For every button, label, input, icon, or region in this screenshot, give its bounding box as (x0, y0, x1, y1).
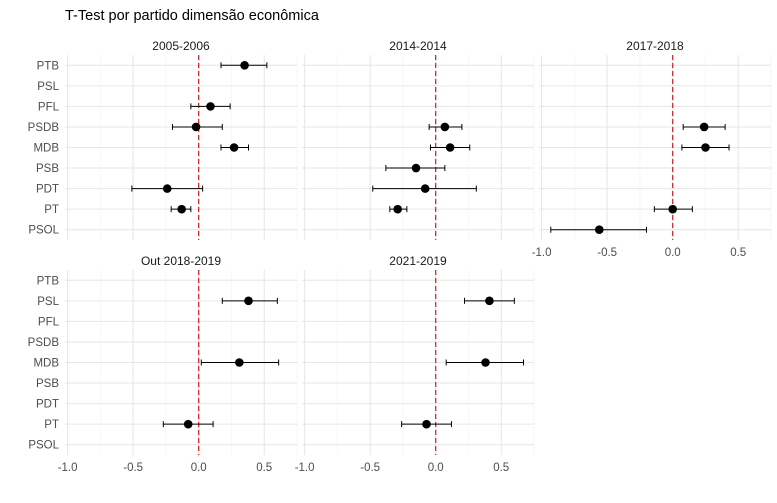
panel: 2017-2018 -1.0 -0.5 0.0 0.5 (532, 39, 772, 259)
y-tick-label: PTB (37, 60, 60, 72)
panel-title: 2014-2014 (389, 39, 447, 53)
x-tick-label: 0.5 (493, 462, 509, 474)
y-tick-label: PDT (36, 184, 59, 196)
panels-layer: 2005-2006 PTB PSL PFL PSDB MDB PSB PDT PT PSOL 201… (28, 39, 772, 474)
data-point (206, 102, 215, 111)
x-tick-label: 0.5 (256, 462, 272, 474)
data-point (485, 296, 494, 306)
y-tick-label: PT (44, 419, 59, 431)
data-point (162, 184, 172, 193)
y-tick-label: PT (44, 204, 59, 216)
x-tick-label: -0.5 (597, 247, 617, 259)
panel-title: 2017-2018 (626, 39, 684, 53)
panel: Out 2018-2019 PTB PSL PFL PSDB MDB PSB PDT PT PSO… (28, 254, 298, 474)
x-tick-label: -0.5 (360, 462, 380, 474)
y-tick-label: PSOL (28, 225, 59, 237)
x-tick-label: -1.0 (58, 462, 78, 474)
y-tick-label: PSDB (28, 122, 60, 134)
data-point (699, 122, 709, 132)
y-tick-label: PTB (37, 275, 60, 287)
y-tick-label: PSL (37, 296, 59, 308)
x-tick-label: 0.0 (665, 247, 681, 259)
x-tick-label: 0.0 (191, 462, 207, 474)
data-point (422, 419, 431, 429)
y-tick-label: PFL (38, 101, 60, 113)
data-point (701, 143, 710, 152)
data-point (594, 225, 604, 235)
panel-title: Out 2018-2019 (141, 254, 221, 268)
data-point (229, 143, 239, 152)
data-point (183, 419, 193, 429)
x-tick-label: 0.0 (428, 462, 444, 474)
data-point (235, 358, 244, 367)
data-point (393, 204, 402, 214)
y-tick-label: PSOL (28, 440, 59, 452)
x-tick-label: -0.5 (123, 462, 143, 474)
data-point (668, 204, 677, 214)
data-point (481, 358, 490, 367)
y-tick-label: PSB (36, 378, 59, 390)
data-point (411, 163, 421, 173)
data-point (240, 60, 249, 70)
y-tick-label: PDT (36, 399, 59, 411)
y-tick-label: MDB (33, 143, 59, 155)
panel: 2005-2006 PTB PSL PFL PSDB MDB PSB PDT PT PSOL (28, 39, 298, 240)
panel: 2014-2014 (302, 39, 535, 240)
y-tick-label: PFL (38, 316, 60, 328)
panel-title: 2021-2019 (389, 254, 447, 268)
y-tick-label: PSB (36, 163, 59, 175)
data-point (440, 122, 450, 132)
chart-title: T-Test por partido dimensão econômica (65, 8, 320, 24)
x-tick-label: -1.0 (532, 247, 552, 259)
data-point (177, 204, 186, 214)
data-point (445, 143, 455, 152)
data-point (191, 122, 201, 132)
data-point (420, 184, 430, 193)
panel-title: 2005-2006 (152, 39, 210, 53)
data-point (244, 296, 253, 306)
panel: 2021-2019 -1.0 -0.5 0.0 0.5 (295, 254, 535, 474)
y-tick-label: MDB (33, 358, 59, 370)
y-tick-label: PSL (37, 81, 59, 93)
x-tick-label: 0.5 (730, 247, 746, 259)
x-tick-label: -1.0 (295, 462, 315, 474)
y-tick-label: PSDB (28, 337, 60, 349)
